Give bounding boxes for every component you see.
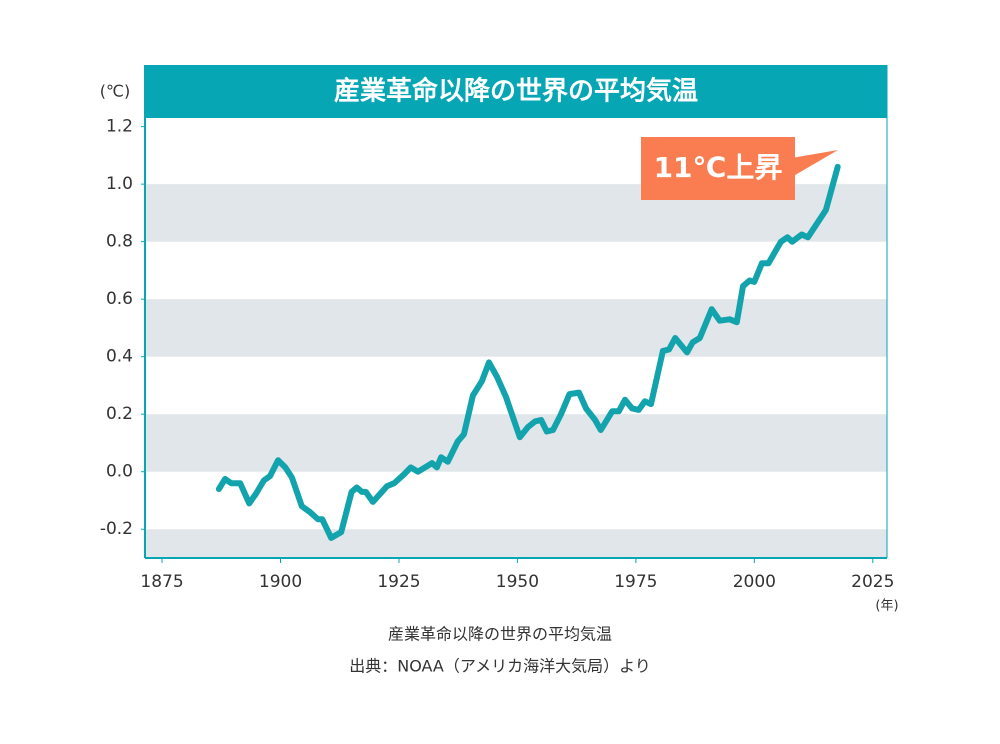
- y-tick-label: 1.0: [106, 174, 133, 194]
- x-tick-label: 1950: [496, 572, 539, 592]
- y-tick-label: 0.8: [106, 232, 133, 252]
- y-tick-label: 0.0: [106, 462, 133, 482]
- title-bar: [145, 65, 887, 118]
- x-tick-label: 2025: [851, 572, 894, 592]
- source: 出典：NOAA（アメリカ海洋大気局）より: [349, 657, 651, 676]
- grid-band: [145, 529, 887, 558]
- grid-band: [145, 299, 887, 357]
- x-tick-label: 1925: [377, 572, 420, 592]
- x-tick-label: 1875: [140, 572, 183, 592]
- y-tick-label: 0.6: [106, 289, 133, 309]
- y-tick-label: 0.2: [106, 404, 133, 424]
- y-tick-label: 0.4: [106, 347, 133, 367]
- x-axis-label: (年): [875, 599, 898, 614]
- annotation: 11℃上昇: [654, 151, 783, 184]
- y-tick-label: -0.2: [100, 519, 133, 539]
- data-line: [215, 163, 841, 541]
- chart-title: 産業革命以降の世界の平均気温: [334, 76, 698, 107]
- callout-box: [641, 137, 795, 200]
- y-tick-label: 1.2: [106, 117, 133, 137]
- x-tick-label: 1975: [614, 572, 657, 592]
- x-tick-label: 2000: [733, 572, 776, 592]
- y-axis-label: (℃): [100, 82, 130, 101]
- callout: 11℃上昇: [641, 137, 838, 200]
- x-tick-label: 1900: [259, 572, 302, 592]
- caption: 産業革命以降の世界の平均気温: [388, 625, 612, 644]
